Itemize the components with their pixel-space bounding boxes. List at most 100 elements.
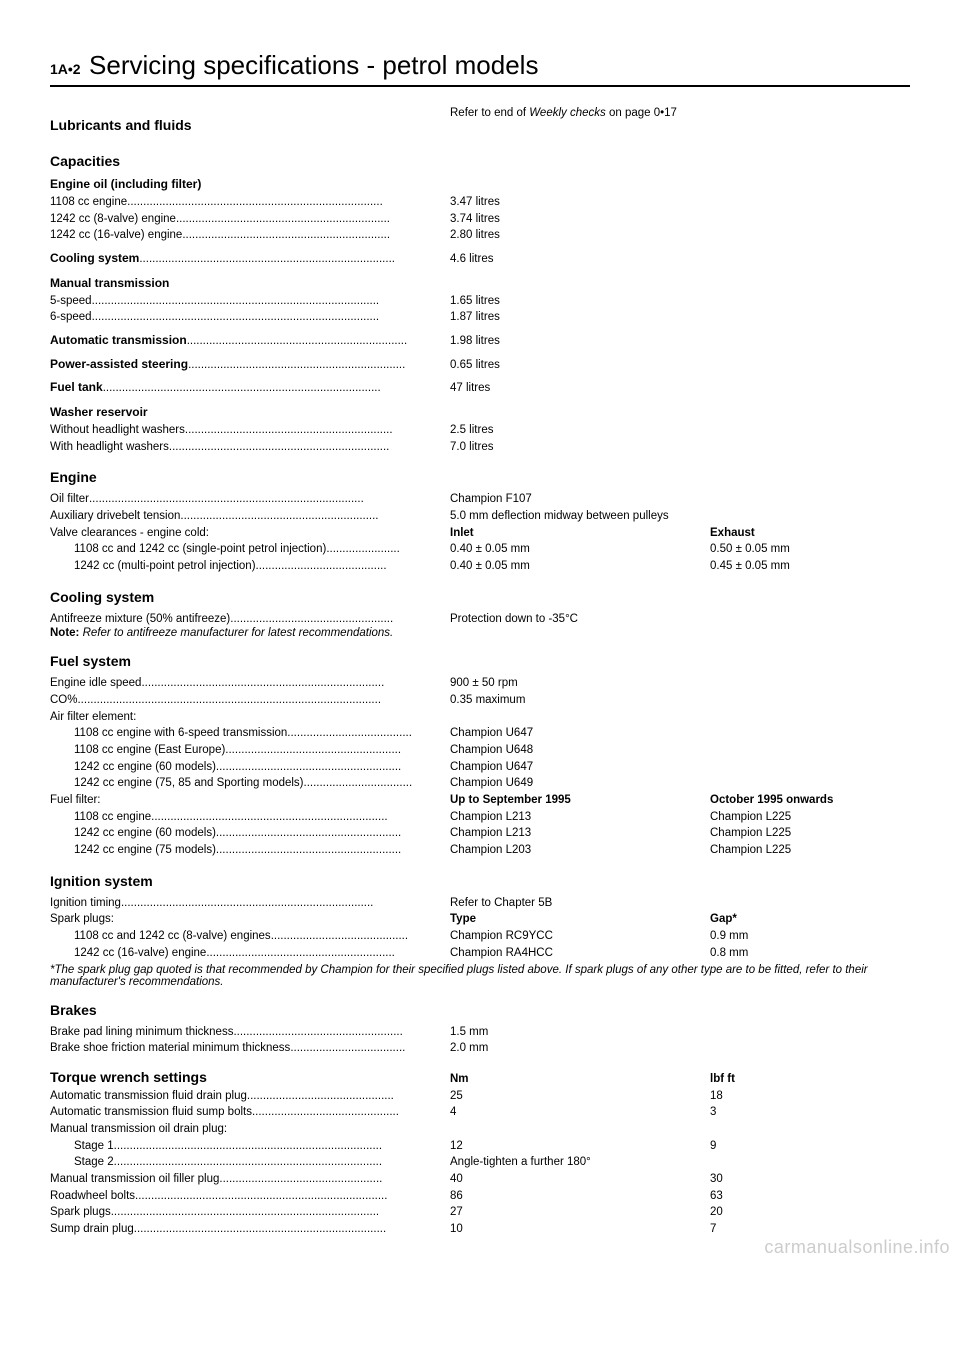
dots: ........................................… <box>139 251 395 268</box>
dots: ........................................… <box>271 928 408 945</box>
dots: ........................................… <box>141 675 384 692</box>
ps-value: 0.65 litres <box>450 357 710 374</box>
dots: ........................................… <box>169 439 389 456</box>
row-v1: 0.40 ± 0.05 mm <box>450 541 710 558</box>
stage2-row: Stage 2 ................................… <box>50 1154 910 1171</box>
lubricants-ref: Refer to end of Weekly checks on page 0•… <box>450 103 677 139</box>
auto-trans-row: Automatic transmission .................… <box>50 332 910 350</box>
row-label: 1242 cc (16-valve) engine <box>74 947 206 959</box>
valve-clearance-header: Valve clearances - engine cold: Inlet Ex… <box>50 525 910 542</box>
dots: .................................... <box>290 1040 405 1057</box>
fuel-tank-row: Fuel tank ..............................… <box>50 379 910 397</box>
dots: ........................................… <box>121 895 373 912</box>
dots: ....................... <box>326 541 400 558</box>
cooling-sys-heading: Cooling system <box>50 589 910 605</box>
row-value: 3.74 litres <box>450 211 710 228</box>
spec-row: 1242 cc engine (75 models) .............… <box>50 842 910 859</box>
washer-heading: Washer reservoir <box>50 405 910 419</box>
row-label: Brake shoe friction material minimum thi… <box>50 1042 290 1054</box>
af-label: Antifreeze mixture (50% antifreeze) <box>50 613 230 625</box>
row-v2: Champion L225 <box>710 842 910 859</box>
spark-head2: Gap* <box>710 911 910 928</box>
aux-drivebelt-row: Auxiliary drivebelt tension ............… <box>50 508 910 525</box>
row-value: Champion U647 <box>450 759 710 776</box>
it-label: Ignition timing <box>50 897 121 909</box>
capacities-heading: Capacities <box>50 153 910 169</box>
row-label: Brake pad lining minimum thickness <box>50 1026 233 1038</box>
dots: ........................................… <box>185 422 393 439</box>
dots: ........................................… <box>114 1138 382 1155</box>
manual-drain-label: Manual transmission oil drain plug: <box>50 1121 450 1138</box>
torque-heading: Torque wrench settings <box>50 1067 450 1087</box>
row-label: Automatic transmission fluid sump bolts <box>50 1106 252 1118</box>
row-value: 2.80 litres <box>450 227 710 244</box>
row-value: Champion U648 <box>450 742 710 759</box>
row-label: 1242 cc engine (60 models) <box>74 761 216 773</box>
valve-head1: Inlet <box>450 525 710 542</box>
row-label: Automatic transmission fluid drain plug <box>50 1090 247 1102</box>
idle-label: Engine idle speed <box>50 677 141 689</box>
ref-pre: Refer to end of <box>450 107 529 119</box>
row-v1: 0.40 ± 0.05 mm <box>450 558 710 575</box>
ignition-timing-row: Ignition timing ........................… <box>50 895 910 912</box>
spec-row: 1242 cc (8-valve) engine ...............… <box>50 211 910 228</box>
dots: ........................................… <box>182 227 390 244</box>
aux-label: Auxiliary drivebelt tension <box>50 510 180 522</box>
co-label: CO% <box>50 694 77 706</box>
row-label: Without headlight washers <box>50 424 185 436</box>
spec-row: 1242 cc (16-valve) engine ..............… <box>50 227 910 244</box>
row-v2: 3 <box>710 1104 910 1121</box>
row-label: 1242 cc engine (75, 85 and Sporting mode… <box>74 777 304 789</box>
ff-head2: October 1995 onwards <box>710 792 910 809</box>
row-v2: 7 <box>710 1221 910 1238</box>
torque-head1: Nm <box>450 1071 710 1088</box>
dots: ........................................… <box>247 1088 394 1105</box>
co-value: 0.35 maximum <box>450 692 710 709</box>
row-label: 5-speed <box>50 295 92 307</box>
dots: ....................................... <box>287 725 412 742</box>
dots: ........................................… <box>111 1204 379 1221</box>
row-v2: 20 <box>710 1204 910 1221</box>
row-label: 1242 cc (multi-point petrol injection) <box>74 560 256 572</box>
lubricants-heading: Lubricants and fluids <box>50 117 450 133</box>
cooling-value: 4.6 litres <box>450 251 710 268</box>
dots: .................................. <box>304 775 413 792</box>
antifreeze-row: Antifreeze mixture (50% antifreeze) ....… <box>50 611 910 628</box>
dots: ........................................… <box>77 692 381 709</box>
spec-row: Automatic transmission fluid drain plug … <box>50 1088 910 1105</box>
dots: ........................................… <box>233 1024 402 1041</box>
spec-row: 1108 cc engine (East Europe) ...........… <box>50 742 910 759</box>
dots: ........................................… <box>187 333 407 350</box>
dots: ........................................… <box>216 825 401 842</box>
row-value: 1.65 litres <box>450 293 710 310</box>
dots: ........................................… <box>151 809 387 826</box>
dots: ........................................… <box>180 508 378 525</box>
idle-value: 900 ± 50 rpm <box>450 675 710 692</box>
row-v2: 0.45 ± 0.05 mm <box>710 558 910 575</box>
spec-row: Sump drain plug ........................… <box>50 1221 910 1238</box>
page-code: 1A•2 <box>50 61 81 77</box>
row-v2: 0.9 mm <box>710 928 910 945</box>
valve-head2: Exhaust <box>710 525 910 542</box>
cooling-label: Cooling system <box>50 251 139 265</box>
row-label: With headlight washers <box>50 441 169 453</box>
dots: ........................................… <box>92 309 380 326</box>
dots: ........................................… <box>92 293 380 310</box>
row-value: Champion U649 <box>450 775 710 792</box>
row-v1: Champion L213 <box>450 825 710 842</box>
auto-trans-value: 1.98 litres <box>450 333 710 350</box>
spec-row: 1242 cc engine (60 models) .............… <box>50 759 910 776</box>
row-v1: Champion L213 <box>450 809 710 826</box>
valve-label: Valve clearances - engine cold: <box>50 525 450 542</box>
spec-row: With headlight washers .................… <box>50 439 910 456</box>
row-v1: 25 <box>450 1088 710 1105</box>
spec-row: Brake shoe friction material minimum thi… <box>50 1040 910 1057</box>
co-row: CO% ....................................… <box>50 692 910 709</box>
row-v2: 0.50 ± 0.05 mm <box>710 541 910 558</box>
row-v2: 0.8 mm <box>710 945 910 962</box>
dots: ........................................… <box>230 611 393 628</box>
row-v1: 86 <box>450 1188 710 1205</box>
aux-value: 5.0 mm deflection midway between pulleys <box>450 508 910 525</box>
row-label: Spark plugs <box>50 1206 111 1218</box>
manual-trans-heading: Manual transmission <box>50 276 910 290</box>
